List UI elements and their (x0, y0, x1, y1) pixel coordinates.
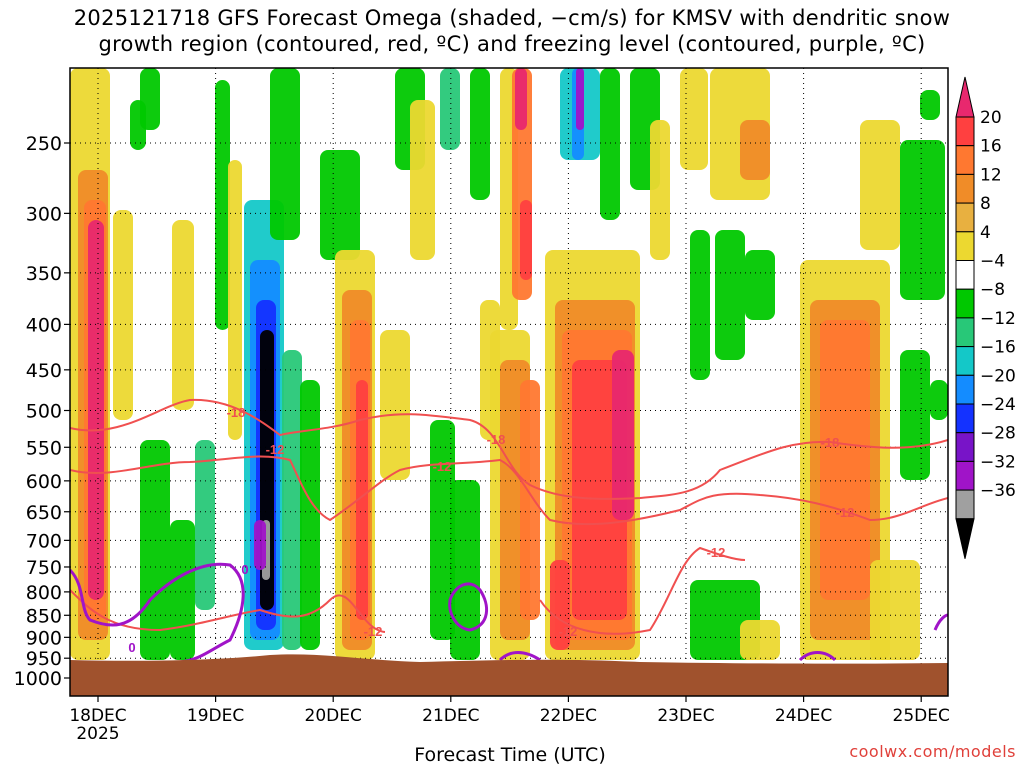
x-tick-label: 21DEC (422, 706, 479, 726)
freezing-level-contour-label: 0 (241, 562, 248, 577)
x-tick-label: 25DEC (893, 706, 950, 726)
colorbar-label: −16 (980, 338, 1016, 358)
terrain-fill (70, 654, 948, 696)
colorbar-segment (955, 202, 975, 233)
chart-title: 2025121718 GFS Forecast Omega (shaded, −… (0, 5, 1024, 57)
y-tick-label: 250 (26, 133, 62, 155)
snow-growth-contour (70, 455, 948, 526)
colorbar-segment (955, 460, 975, 491)
y-tick-label: 650 (26, 502, 62, 524)
colorbar-segment (955, 145, 975, 175)
freezing-level-contour (448, 582, 489, 632)
colorbar-top-arrow (955, 76, 975, 118)
snow-growth-contour-label: -12 (836, 505, 855, 520)
contour-layer: -18 -12 -18 -12 -12 -18 -12 -12 -12 0 0 (70, 398, 948, 664)
colorbar-label: 8 (980, 194, 991, 214)
y-tick-label: 800 (26, 582, 62, 604)
snow-growth-contour-label: -18 (227, 405, 246, 420)
y-tick-label: 900 (26, 627, 62, 649)
omega-field (70, 68, 948, 660)
x-tick-label: 19DEC (187, 706, 244, 726)
snow-growth-contour-label: -12 (266, 442, 285, 457)
colorbar-segment (955, 288, 975, 319)
colorbar: 20 16 12 8 4 −4 −8 −12 −16 −20 −24 −28 −32 −36 (955, 76, 1016, 559)
x-tick-label: 24DEC (775, 706, 832, 726)
freezing-level-contour (70, 562, 245, 664)
x-tick-sublabel: 2025 (76, 724, 119, 744)
chart-title-line-1: 2025121718 GFS Forecast Omega (shaded, −… (73, 6, 951, 30)
y-tick-label: 850 (26, 605, 62, 627)
colorbar-label: −12 (980, 309, 1016, 329)
x-axis-label: Forecast Time (UTC) (414, 744, 606, 766)
colorbar-label: 4 (980, 223, 991, 243)
colorbar-segment (955, 403, 975, 434)
terrain (70, 654, 948, 696)
y-axis: 2503003504004505005506006507007508008509… (14, 133, 70, 690)
colorbar-label: 16 (980, 137, 1002, 157)
colorbar-label: 20 (980, 108, 1002, 128)
plot-frame (69, 67, 949, 697)
y-tick-label: 750 (26, 557, 62, 579)
freezing-level-contour (498, 651, 541, 662)
freezing-level-contour (798, 651, 837, 662)
snow-growth-contour (70, 398, 948, 500)
colorbar-bottom-arrow (955, 518, 975, 559)
colorbar-label: 12 (980, 165, 1002, 185)
y-tick-label: 600 (26, 471, 62, 493)
colorbar-segment (955, 346, 975, 376)
chart-title-line-2: growth region (contoured, red, ºC) and f… (98, 32, 926, 56)
y-tick-label: 550 (26, 437, 62, 459)
y-tick-label: 450 (26, 360, 62, 382)
colorbar-label: −20 (980, 366, 1016, 386)
site-credit: coolwx.com/models (849, 742, 1016, 761)
snow-growth-contour-label: -12 (433, 459, 452, 474)
snow-growth-contour-label: -12 (707, 545, 726, 560)
snow-growth-contour-label: -18 (487, 432, 506, 447)
colorbar-label: −32 (980, 452, 1016, 472)
x-tick-label: 23DEC (657, 706, 714, 726)
y-tick-label: 950 (26, 648, 62, 670)
colorbar-segment (955, 173, 975, 204)
x-tick-label: 18DEC (69, 706, 126, 726)
colorbar-label: −36 (980, 481, 1016, 501)
colorbar-segment (955, 317, 975, 348)
snow-growth-contour (539, 546, 746, 635)
freezing-level-contour-label: 0 (128, 640, 135, 655)
x-tick-label: 22DEC (540, 706, 597, 726)
colorbar-label: −24 (980, 395, 1016, 415)
y-tick-label: 350 (26, 263, 62, 285)
snow-growth-contour-label: -18 (821, 435, 840, 450)
colorbar-segment (955, 489, 975, 520)
y-tick-label: 500 (26, 401, 62, 423)
colorbar-label: −4 (980, 252, 1005, 272)
colorbar-label: −8 (980, 280, 1005, 300)
x-tick-label: 20DEC (305, 706, 362, 726)
colorbar-segment (955, 432, 975, 462)
snow-growth-contour-label: -12 (364, 624, 383, 639)
y-tick-label: 400 (26, 314, 62, 336)
colorbar-segment (955, 116, 975, 147)
y-tick-label: 1000 (14, 668, 62, 690)
colorbar-segment (955, 231, 975, 262)
freezing-level-contour (933, 613, 948, 631)
snow-growth-contour-label: -12 (559, 624, 578, 639)
y-tick-label: 700 (26, 530, 62, 552)
colorbar-segment (955, 374, 975, 405)
y-tick-label: 300 (26, 203, 62, 225)
colorbar-label: −28 (980, 424, 1016, 444)
colorbar-segment (955, 260, 975, 290)
